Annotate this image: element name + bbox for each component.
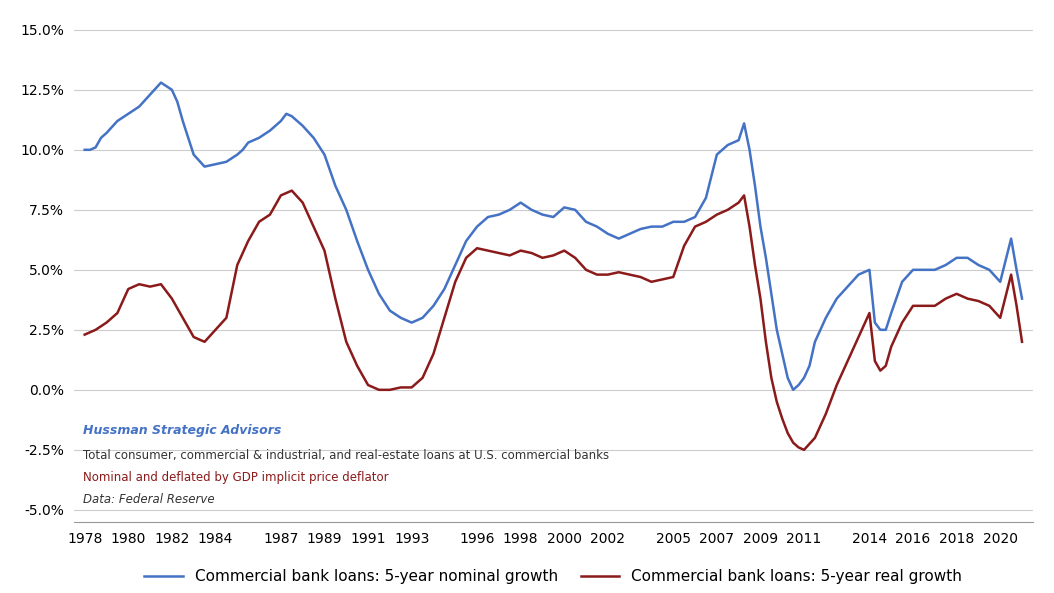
Legend: Commercial bank loans: 5-year nominal growth, Commercial bank loans: 5-year real: Commercial bank loans: 5-year nominal gr… [138,563,969,590]
Text: Hussman Strategic Advisors: Hussman Strategic Advisors [83,423,281,436]
Line: Commercial bank loans: 5-year real growth: Commercial bank loans: 5-year real growt… [84,190,1022,450]
Text: Nominal and deflated by GDP implicit price deflator: Nominal and deflated by GDP implicit pri… [83,470,389,483]
Commercial bank loans: 5-year real growth: (2e+03, 0.049): 5-year real growth: (2e+03, 0.049) [612,269,625,276]
Commercial bank loans: 5-year nominal growth: (1.99e+03, 0.085): 5-year nominal growth: (1.99e+03, 0.085) [329,182,341,189]
Commercial bank loans: 5-year real growth: (1.98e+03, 0.023): 5-year real growth: (1.98e+03, 0.023) [78,331,91,338]
Commercial bank loans: 5-year real growth: (2.01e+03, -0.025): 5-year real growth: (2.01e+03, -0.025) [798,447,811,454]
Commercial bank loans: 5-year real growth: (2.02e+03, 0.02): 5-year real growth: (2.02e+03, 0.02) [1016,338,1029,345]
Commercial bank loans: 5-year real growth: (1.99e+03, 0): 5-year real growth: (1.99e+03, 0) [384,386,396,393]
Commercial bank loans: 5-year nominal growth: (2.02e+03, 0.055): 5-year nominal growth: (2.02e+03, 0.055) [951,254,963,262]
Commercial bank loans: 5-year real growth: (1.99e+03, 0.083): 5-year real growth: (1.99e+03, 0.083) [286,187,298,194]
Text: Total consumer, commercial & industrial, and real-estate loans at U.S. commercia: Total consumer, commercial & industrial,… [83,449,609,462]
Commercial bank loans: 5-year nominal growth: (2.02e+03, 0.038): 5-year nominal growth: (2.02e+03, 0.038) [1016,295,1029,302]
Commercial bank loans: 5-year nominal growth: (2.01e+03, 0): 5-year nominal growth: (2.01e+03, 0) [787,386,800,393]
Commercial bank loans: 5-year real growth: (2e+03, 0.055): 5-year real growth: (2e+03, 0.055) [536,254,549,262]
Commercial bank loans: 5-year real growth: (2.02e+03, 0.038): 5-year real growth: (2.02e+03, 0.038) [961,295,974,302]
Commercial bank loans: 5-year nominal growth: (1.98e+03, 0.1): 5-year nominal growth: (1.98e+03, 0.1) [78,146,91,154]
Text: Data: Federal Reserve: Data: Federal Reserve [83,493,215,506]
Commercial bank loans: 5-year nominal growth: (2.02e+03, 0.052): 5-year nominal growth: (2.02e+03, 0.052) [972,262,984,269]
Line: Commercial bank loans: 5-year nominal growth: Commercial bank loans: 5-year nominal gr… [84,82,1022,390]
Commercial bank loans: 5-year nominal growth: (2e+03, 0.07): 5-year nominal growth: (2e+03, 0.07) [667,218,680,225]
Commercial bank loans: 5-year real growth: (2e+03, 0.045): 5-year real growth: (2e+03, 0.045) [645,278,658,285]
Commercial bank loans: 5-year nominal growth: (2.02e+03, 0.05): 5-year nominal growth: (2.02e+03, 0.05) [918,266,931,273]
Commercial bank loans: 5-year real growth: (1.98e+03, 0.03): 5-year real growth: (1.98e+03, 0.03) [220,314,233,321]
Commercial bank loans: 5-year nominal growth: (1.98e+03, 0.128): 5-year nominal growth: (1.98e+03, 0.128) [155,79,168,86]
Commercial bank loans: 5-year nominal growth: (2.02e+03, 0.052): 5-year nominal growth: (2.02e+03, 0.052) [939,262,952,269]
